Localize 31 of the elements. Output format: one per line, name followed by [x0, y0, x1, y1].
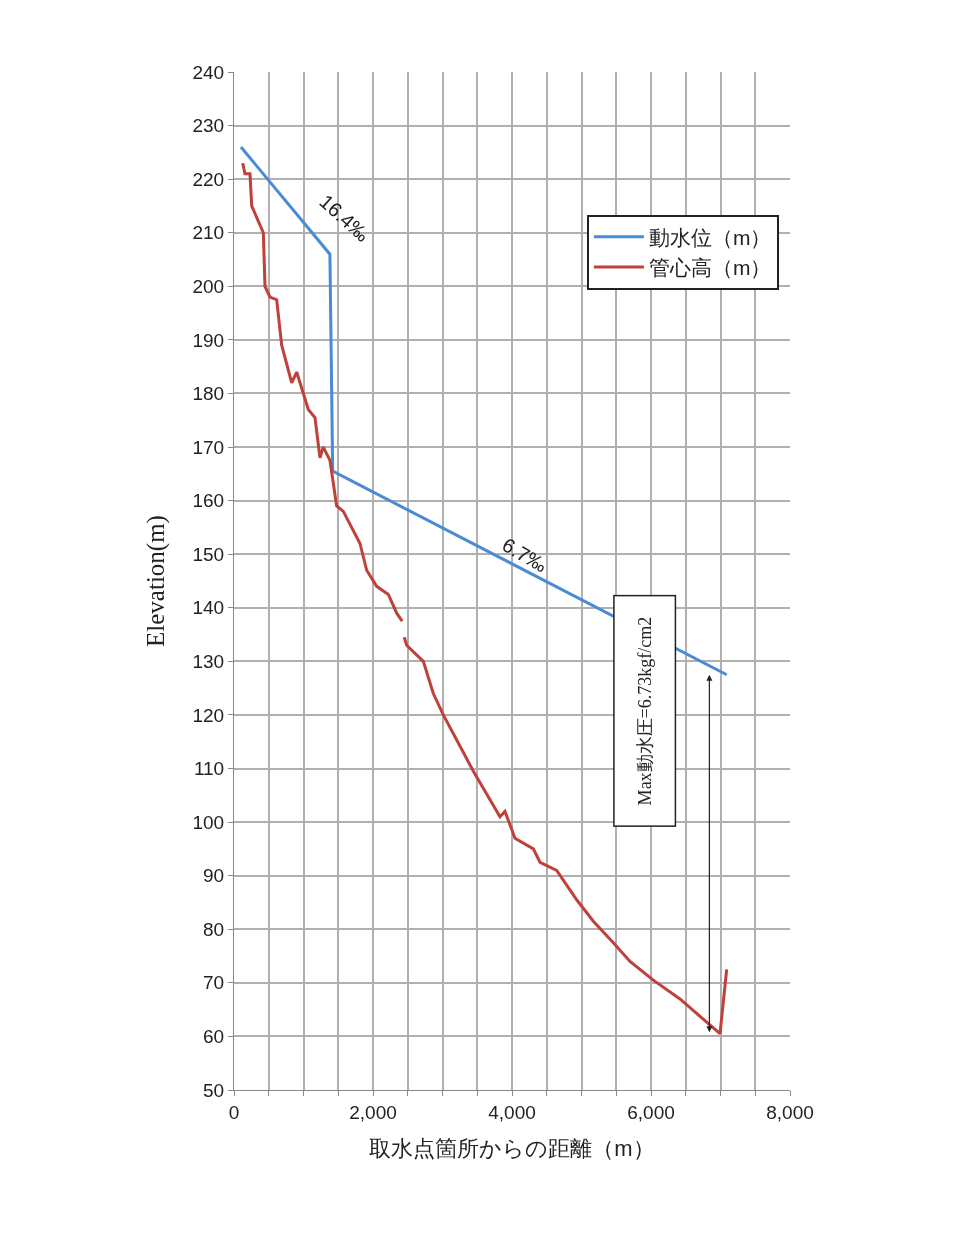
y-tick-label: 220: [192, 168, 225, 190]
y-tick-label: 180: [192, 383, 225, 405]
legend-label: 動水位（m）: [648, 225, 772, 249]
y-tick-label: 170: [192, 436, 225, 458]
x-tick-label: 4,000: [488, 1101, 536, 1123]
x-axis-title: 取水点箇所からの距離（m）: [369, 1135, 655, 1161]
y-tick-label: 150: [192, 543, 225, 565]
x-tick-label: 8,000: [766, 1101, 814, 1123]
y-tick-label: 120: [192, 704, 225, 726]
y-tick-label: 70: [203, 972, 225, 994]
y-tick-label: 210: [192, 222, 225, 244]
y-tick-label: 160: [192, 490, 225, 512]
legend-label: 管心高（m）: [648, 256, 772, 280]
y-tick-label: 230: [192, 115, 225, 137]
annotation: 6.7‰: [498, 533, 551, 577]
y-tick-label: 110: [193, 758, 225, 780]
y-tick-label: 50: [203, 1079, 225, 1101]
x-tick-label: 0: [228, 1101, 240, 1123]
x-tick-label: 6,000: [627, 1101, 675, 1123]
x-tick-label: 2,000: [349, 1101, 397, 1123]
y-tick-label: 130: [192, 651, 225, 673]
y-tick-label: 80: [203, 918, 225, 940]
y-tick-label: 100: [192, 811, 225, 833]
y-tick-label: 200: [192, 275, 225, 297]
y-tick-label: 90: [203, 865, 225, 887]
y-axis-title: Elevation(m): [142, 515, 171, 647]
y-tick-label: 240: [192, 61, 225, 83]
y-tick-label: 60: [203, 1026, 225, 1048]
annotation: Max動水圧=6.73kgf/cm2: [634, 616, 655, 806]
y-tick-label: 190: [192, 329, 225, 351]
y-tick-label: 140: [192, 597, 225, 619]
